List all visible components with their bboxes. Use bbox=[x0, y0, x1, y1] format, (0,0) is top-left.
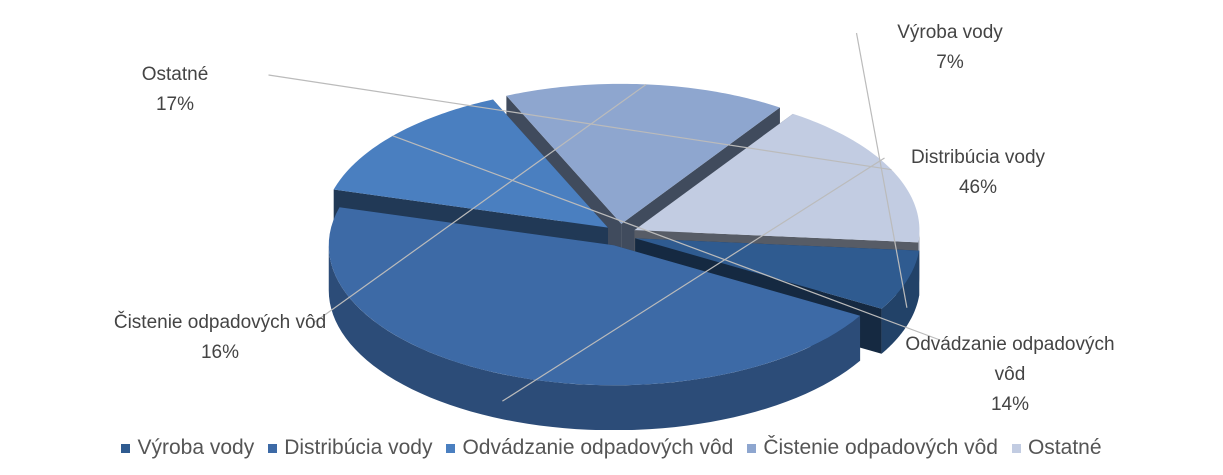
slice bbox=[634, 113, 920, 243]
label-name: Výroba vody bbox=[897, 22, 1003, 43]
data-label: Ostatné 17% bbox=[50, 60, 300, 120]
label-value: 46% bbox=[958, 177, 998, 198]
legend-swatch bbox=[121, 443, 131, 453]
legend-swatch bbox=[1011, 443, 1021, 453]
legend-label: Výroba vody bbox=[137, 436, 255, 459]
legend-item: Odvádzanie odpadových vôd bbox=[446, 436, 733, 460]
legend-label: Odvádzanie odpadových vôd bbox=[462, 436, 734, 459]
data-label: Odvádzanie odpadových vôd 14% bbox=[904, 330, 1117, 420]
legend-swatch bbox=[268, 443, 278, 453]
legend-label: Ostatné bbox=[1027, 436, 1102, 459]
slice bbox=[328, 207, 861, 386]
leader-line bbox=[392, 135, 941, 341]
label-name: Čistenie odpadových vôd bbox=[113, 312, 327, 333]
data-label: Čistenie odpadových vôd 16% bbox=[114, 308, 326, 368]
label-value: 17% bbox=[155, 94, 195, 115]
leader-line bbox=[502, 157, 885, 402]
leader-line bbox=[268, 74, 892, 171]
legend: Výroba vody Distribúcia vody Odvádzanie od… bbox=[0, 436, 1223, 460]
legend-item: Distribúcia vody bbox=[268, 436, 432, 460]
slice-side bbox=[881, 250, 920, 354]
label-value: 16% bbox=[200, 342, 240, 363]
legend-label: Čistenie odpadových vôd bbox=[763, 436, 998, 459]
data-label: Distribúcia vody 46% bbox=[911, 143, 1045, 203]
slice bbox=[328, 207, 861, 430]
slice bbox=[333, 99, 608, 228]
legend-swatch bbox=[446, 443, 456, 453]
label-value: 14% bbox=[990, 394, 1030, 415]
label-name: Distribúcia vody bbox=[910, 147, 1046, 168]
legend-label: Distribúcia vody bbox=[284, 436, 433, 459]
slice bbox=[635, 238, 920, 309]
slice-side bbox=[328, 245, 861, 430]
pie-area bbox=[268, 32, 941, 430]
label-value: 7% bbox=[936, 52, 964, 73]
data-label: Výroba vody 7% bbox=[897, 18, 1003, 78]
legend-item: Čistenie odpadových vôd bbox=[747, 436, 998, 460]
legend-item: Ostatné bbox=[1011, 436, 1102, 460]
leader-line bbox=[855, 32, 908, 308]
legend-item: Výroba vody bbox=[121, 436, 254, 460]
label-name: Odvádzanie odpadových vôd bbox=[905, 334, 1115, 385]
label-name: Ostatné bbox=[141, 64, 209, 85]
slice bbox=[506, 83, 780, 224]
legend-swatch bbox=[747, 443, 757, 453]
